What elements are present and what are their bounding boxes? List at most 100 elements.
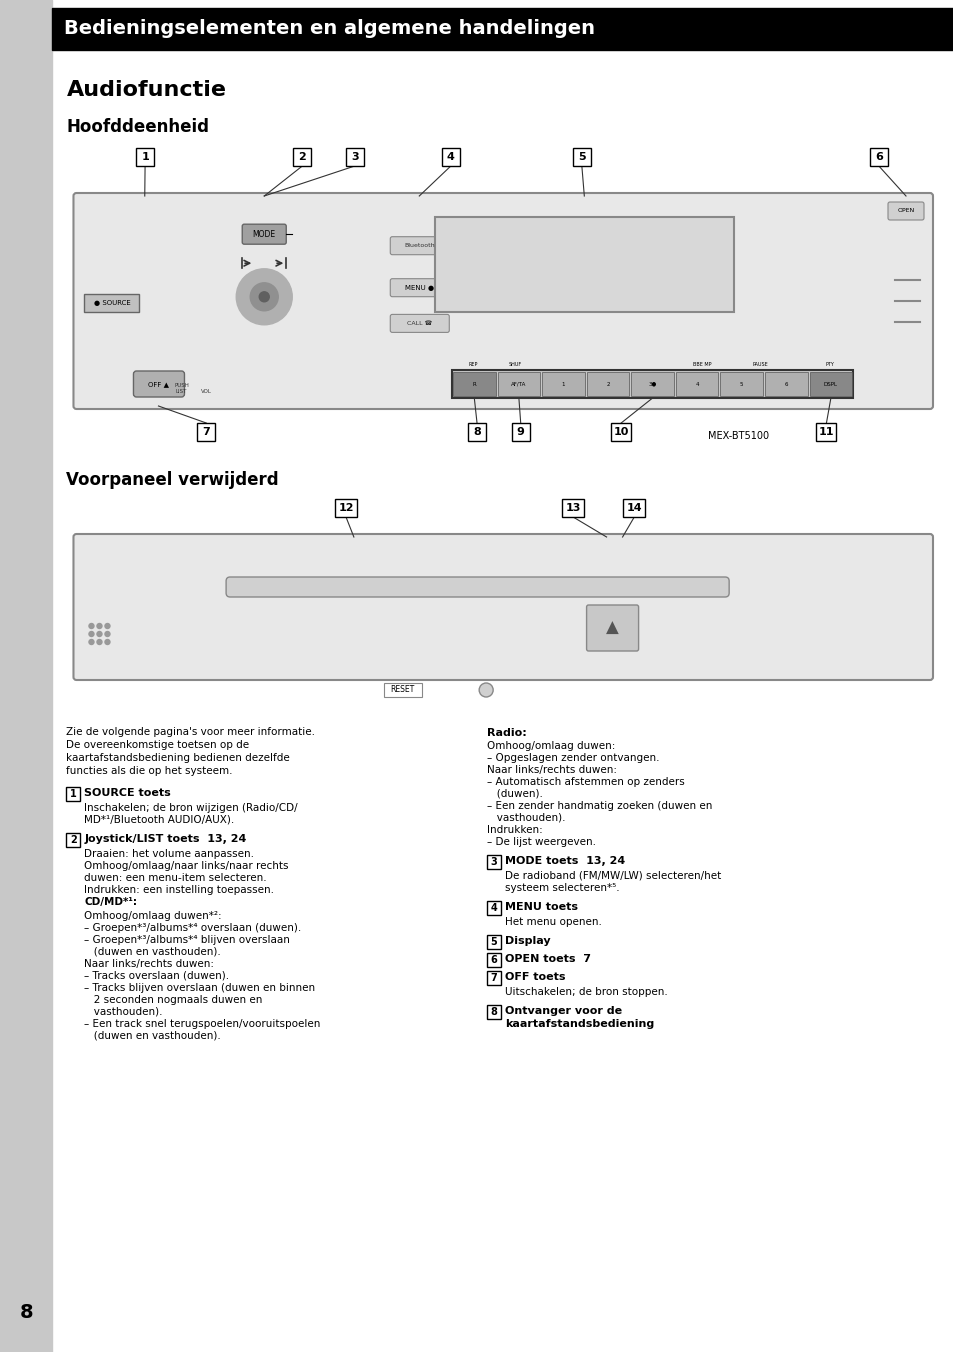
Text: 14: 14 xyxy=(626,503,641,512)
Text: 10: 10 xyxy=(613,427,628,437)
Circle shape xyxy=(105,623,110,629)
FancyBboxPatch shape xyxy=(390,315,449,333)
Text: DSPL: DSPL xyxy=(823,381,837,387)
Bar xyxy=(383,683,421,698)
Text: 1: 1 xyxy=(561,381,564,387)
Text: Naar links/rechts duwen:: Naar links/rechts duwen: xyxy=(486,765,617,775)
Bar xyxy=(869,147,887,166)
Text: R: R xyxy=(472,381,476,387)
Text: PUSH
LIST: PUSH LIST xyxy=(173,383,189,393)
Bar xyxy=(511,423,529,441)
Text: Hoofddeenheid: Hoofddeenheid xyxy=(67,118,210,137)
FancyBboxPatch shape xyxy=(133,370,184,397)
Text: MD*¹/Bluetooth AUDIO/AUX).: MD*¹/Bluetooth AUDIO/AUX). xyxy=(85,815,234,825)
Text: Omhoog/omlaag duwen*²:: Omhoog/omlaag duwen*²: xyxy=(85,911,222,921)
Text: kaartafstandsbediening bedienen dezelfde: kaartafstandsbediening bedienen dezelfde xyxy=(67,753,290,763)
FancyBboxPatch shape xyxy=(887,201,923,220)
Text: Indrukken: een instelling toepassen.: Indrukken: een instelling toepassen. xyxy=(85,886,274,895)
Circle shape xyxy=(478,683,493,698)
Bar xyxy=(435,218,733,311)
Text: – Groepen*³/albums*⁴ overslaan (duwen).: – Groepen*³/albums*⁴ overslaan (duwen). xyxy=(85,923,301,933)
FancyBboxPatch shape xyxy=(73,534,932,680)
Text: 3: 3 xyxy=(351,151,358,162)
Text: – Een zender handmatig zoeken (duwen en: – Een zender handmatig zoeken (duwen en xyxy=(486,800,712,811)
Bar xyxy=(345,147,363,166)
Text: (duwen en vasthouden).: (duwen en vasthouden). xyxy=(85,1032,221,1041)
Bar xyxy=(675,372,718,396)
Bar xyxy=(335,499,356,516)
Text: 6: 6 xyxy=(874,151,882,162)
Bar xyxy=(293,147,311,166)
Bar xyxy=(816,423,836,441)
Text: 2 seconden nogmaals duwen en: 2 seconden nogmaals duwen en xyxy=(85,995,263,1005)
Circle shape xyxy=(97,623,102,629)
Text: PAUSE: PAUSE xyxy=(752,362,768,366)
Text: Indrukken:: Indrukken: xyxy=(486,825,542,836)
Text: Bedieningselementen en algemene handelingen: Bedieningselementen en algemene handelin… xyxy=(65,19,595,38)
Bar xyxy=(197,423,215,441)
Bar xyxy=(452,370,852,397)
FancyBboxPatch shape xyxy=(390,237,449,254)
Text: OPEN toets  7: OPEN toets 7 xyxy=(504,955,590,964)
Text: Zie de volgende pagina's voor meer informatie.: Zie de volgende pagina's voor meer infor… xyxy=(67,727,315,737)
Bar xyxy=(67,833,80,846)
Text: MODE: MODE xyxy=(253,230,275,239)
Circle shape xyxy=(89,623,94,629)
Text: MODE toets  13, 24: MODE toets 13, 24 xyxy=(504,856,624,867)
Bar xyxy=(468,423,485,441)
Text: Het menu openen.: Het menu openen. xyxy=(504,917,601,927)
Text: 2: 2 xyxy=(70,836,77,845)
Text: 9: 9 xyxy=(517,427,524,437)
Bar xyxy=(541,372,584,396)
Text: 3●: 3● xyxy=(648,381,656,387)
Circle shape xyxy=(89,639,94,645)
Text: Naar links/rechts duwen:: Naar links/rechts duwen: xyxy=(85,959,214,969)
Bar xyxy=(486,936,500,949)
Text: De radioband (FM/MW/LW) selecteren/het: De radioband (FM/MW/LW) selecteren/het xyxy=(504,871,720,882)
Text: vasthouden).: vasthouden). xyxy=(486,813,565,823)
Bar xyxy=(52,8,953,50)
Bar xyxy=(497,372,539,396)
Text: – De lijst weergeven.: – De lijst weergeven. xyxy=(486,837,596,846)
Text: OFF ▲: OFF ▲ xyxy=(148,381,169,387)
Text: BBE MP: BBE MP xyxy=(692,362,711,366)
Bar xyxy=(572,147,590,166)
Text: OPEN: OPEN xyxy=(897,208,914,214)
Text: – Opgeslagen zender ontvangen.: – Opgeslagen zender ontvangen. xyxy=(486,753,659,763)
Bar xyxy=(486,953,500,967)
Text: Voorpaneel verwijderd: Voorpaneel verwijderd xyxy=(67,470,279,489)
Text: 8: 8 xyxy=(490,1007,497,1017)
Text: 4: 4 xyxy=(446,151,455,162)
Text: 1: 1 xyxy=(141,151,149,162)
Text: CALL ☎: CALL ☎ xyxy=(406,320,432,326)
Text: Uitschakelen; de bron stoppen.: Uitschakelen; de bron stoppen. xyxy=(504,987,667,996)
Circle shape xyxy=(236,269,292,324)
Text: 13: 13 xyxy=(565,503,580,512)
FancyBboxPatch shape xyxy=(586,604,638,652)
Text: functies als die op het systeem.: functies als die op het systeem. xyxy=(67,767,233,776)
Text: ● SOURCE: ● SOURCE xyxy=(93,300,131,306)
Text: Omhoog/omlaag duwen:: Omhoog/omlaag duwen: xyxy=(486,741,615,750)
Text: – Tracks overslaan (duwen).: – Tracks overslaan (duwen). xyxy=(85,971,230,982)
Text: De overeenkomstige toetsen op de: De overeenkomstige toetsen op de xyxy=(67,740,250,750)
FancyBboxPatch shape xyxy=(390,279,449,296)
Text: CD/MD*¹:: CD/MD*¹: xyxy=(85,896,137,907)
Text: vasthouden).: vasthouden). xyxy=(85,1007,163,1017)
Text: 12: 12 xyxy=(338,503,354,512)
Bar xyxy=(0,0,52,1352)
Text: VOL: VOL xyxy=(201,389,212,393)
Text: 11: 11 xyxy=(818,427,833,437)
Text: Inschakelen; de bron wijzigen (Radio/CD/: Inschakelen; de bron wijzigen (Radio/CD/ xyxy=(85,803,297,813)
Text: 7: 7 xyxy=(490,973,497,983)
Bar xyxy=(561,499,583,516)
Circle shape xyxy=(105,639,110,645)
Text: kaartafstandsbediening: kaartafstandsbediening xyxy=(504,1019,654,1029)
Bar xyxy=(586,372,629,396)
Text: 4: 4 xyxy=(490,903,497,913)
Text: Draaien: het volume aanpassen.: Draaien: het volume aanpassen. xyxy=(85,849,254,859)
Text: MEX-BT5100: MEX-BT5100 xyxy=(707,431,768,441)
Bar xyxy=(611,423,631,441)
Text: (duwen).: (duwen). xyxy=(486,790,542,799)
Text: 6: 6 xyxy=(490,955,497,965)
Text: AF/TA: AF/TA xyxy=(511,381,526,387)
